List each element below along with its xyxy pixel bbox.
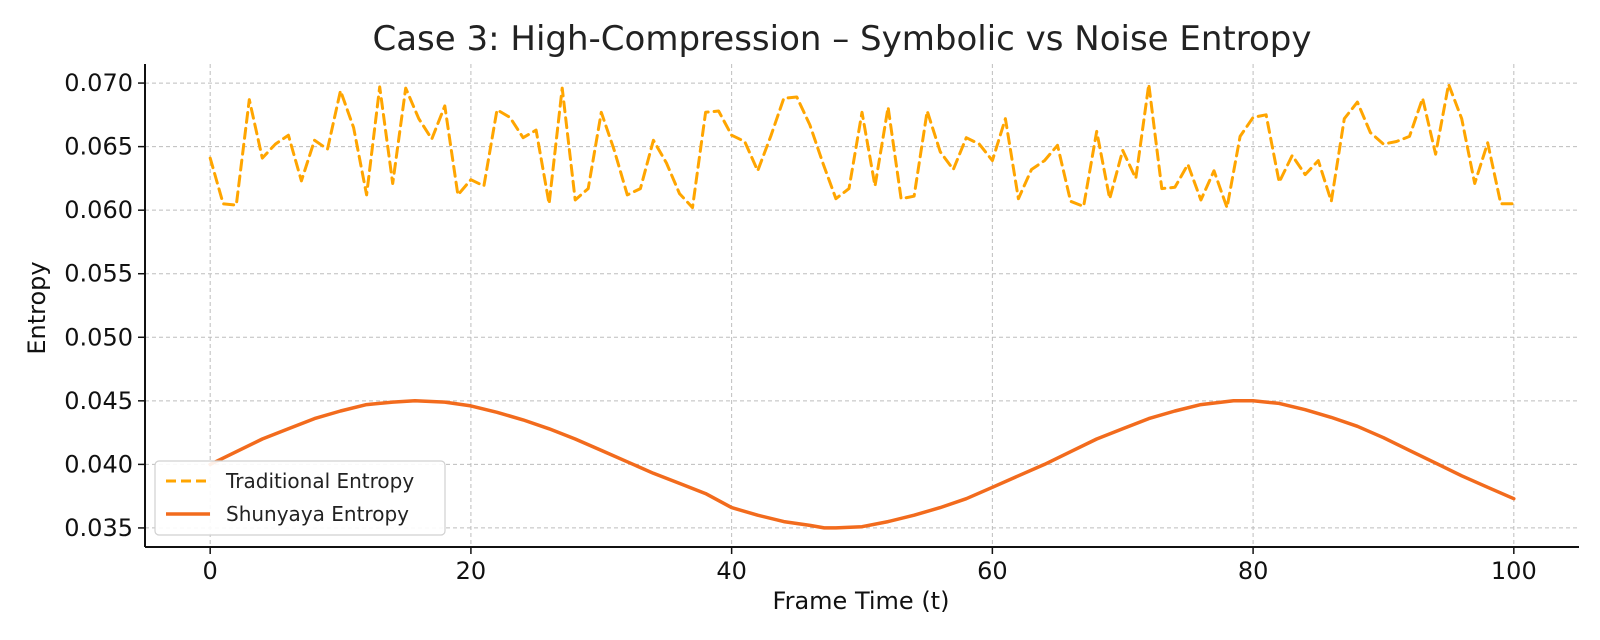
- y-axis-ticks: 0.035 0.040 0.045 0.050 0.055 0.060 0.065 0.070: [64, 69, 145, 542]
- x-tick-label: 60: [977, 557, 1008, 585]
- y-tick-label: 0.050: [64, 323, 133, 351]
- x-tick-label: 80: [1238, 557, 1269, 585]
- y-tick-label: 0.035: [64, 514, 133, 542]
- x-axis-label: Frame Time (t): [773, 587, 950, 615]
- x-tick-label: 40: [716, 557, 747, 585]
- y-tick-label: 0.060: [64, 196, 133, 224]
- y-tick-label: 0.040: [64, 450, 133, 478]
- x-tick-label: 20: [456, 557, 487, 585]
- series-group: [208, 82, 1516, 530]
- legend-label-shunyaya: Shunyaya Entropy: [226, 502, 409, 526]
- shunyaya-entropy-line: [208, 399, 1516, 530]
- chart-title: Case 3: High-Compression – Symbolic vs N…: [372, 19, 1311, 59]
- y-tick-label: 0.045: [64, 387, 133, 415]
- y-tick-label: 0.070: [64, 69, 133, 97]
- legend-label-traditional: Traditional Entropy: [225, 469, 414, 493]
- y-axis-label: Entropy: [23, 261, 51, 354]
- legend: Traditional Entropy Shunyaya Entropy: [154, 460, 446, 536]
- x-tick-label: 0: [203, 557, 218, 585]
- y-tick-label: 0.055: [64, 260, 133, 288]
- x-tick-label: 100: [1491, 557, 1537, 585]
- x-axis-ticks: 0 20 40 60 80 100: [203, 547, 1537, 585]
- traditional-entropy-line: [208, 82, 1516, 210]
- y-tick-label: 0.065: [64, 133, 133, 161]
- legend-box: [154, 460, 446, 536]
